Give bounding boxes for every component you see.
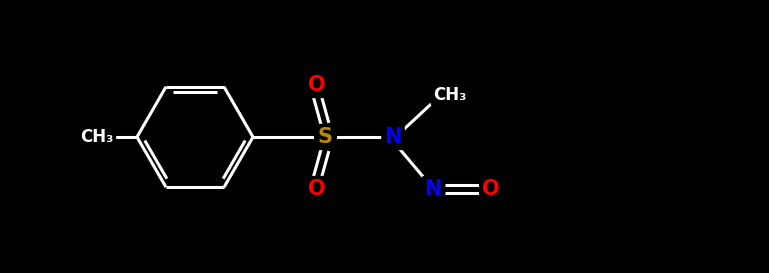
Text: O: O xyxy=(482,179,500,199)
Text: O: O xyxy=(308,75,326,95)
Text: N: N xyxy=(424,179,441,199)
Text: O: O xyxy=(308,179,326,199)
Text: N: N xyxy=(384,127,401,147)
Text: CH₃: CH₃ xyxy=(80,128,114,146)
Text: CH₃: CH₃ xyxy=(433,86,467,104)
Text: S: S xyxy=(318,127,332,147)
